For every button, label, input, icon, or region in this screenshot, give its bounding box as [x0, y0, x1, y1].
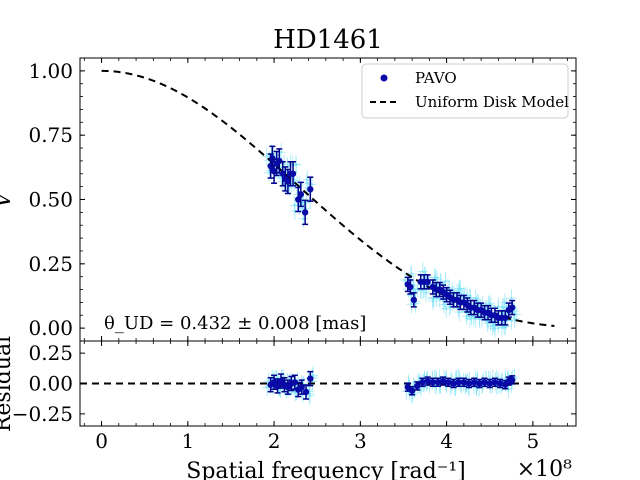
legend-pavo-label: PAVO: [415, 69, 457, 87]
main-raw-point: [500, 326, 504, 329]
residual-point: [460, 379, 468, 386]
pavo-point: [276, 157, 283, 165]
main-raw-point: [279, 150, 283, 154]
axes: 0 1 2 3 4 50.000.250.500.751.00−0.250.000.25: [12, 57, 577, 453]
residual-point: [450, 380, 457, 387]
main-y-tick-label: 0.00: [28, 316, 73, 340]
main-raw-point: [305, 178, 309, 181]
residual-point: [465, 380, 473, 387]
main-raw-point: [493, 327, 497, 330]
main-raw-point: [442, 303, 446, 306]
main-raw-point: [513, 317, 516, 321]
residual-point: [307, 375, 314, 382]
pavo-point: [410, 296, 418, 304]
main-raw-point: [403, 278, 407, 282]
main-raw-point: [468, 317, 472, 320]
x-tick-label: 4: [440, 429, 453, 453]
x-tick-label: 5: [527, 429, 540, 453]
theta-annotation: θ_UD = 0.432 ± 0.008 [mas]: [104, 313, 366, 334]
pavo-point: [307, 186, 314, 193]
residual-point: [439, 377, 447, 385]
pavo-point: [301, 209, 309, 216]
residual-point: [455, 379, 462, 386]
pavo-point: [270, 168, 278, 175]
pavo-point: [295, 196, 302, 203]
residual-y-tick-label: −0.25: [12, 402, 73, 426]
residual-raw-point: [265, 386, 269, 389]
residual-y-tick-label: 0.00: [28, 372, 73, 396]
main-raw-point: [302, 217, 305, 221]
residual-point: [434, 379, 442, 386]
residual-point: [429, 379, 437, 386]
main-y-axis-label: V: [0, 190, 16, 208]
main-raw-point: [458, 310, 461, 314]
main-raw-point: [294, 163, 298, 166]
legend-pavo-marker: [380, 74, 388, 82]
pavo-point: [297, 191, 305, 198]
main-raw-point: [433, 276, 436, 280]
pavo-point: [502, 314, 509, 322]
main-y-tick-label: 0.50: [28, 188, 73, 212]
main-raw-point: [265, 155, 269, 158]
pavo-point: [508, 304, 516, 311]
residual-point: [291, 379, 298, 386]
pavo-data-points: [267, 145, 516, 326]
chart-title: HD1461: [273, 25, 383, 55]
residual-point: [496, 380, 504, 387]
residual-point: [424, 377, 431, 385]
legend-box: [361, 63, 569, 119]
main-raw-point: [503, 301, 507, 304]
main-y-tick-label: 0.75: [28, 123, 73, 147]
residual-point: [491, 379, 499, 386]
residual-point: [508, 376, 516, 384]
main-raw-point: [421, 270, 425, 273]
main-raw-point: [491, 324, 494, 328]
residual-point: [419, 379, 426, 386]
residual-point: [476, 380, 483, 387]
residual-point: [486, 380, 493, 387]
residual-point: [408, 387, 416, 394]
pavo-point: [424, 278, 431, 286]
main-raw-point: [514, 313, 518, 316]
residual-point: [445, 379, 452, 386]
main-raw-point: [444, 307, 448, 310]
pavo-point: [407, 283, 414, 291]
x-tick-label: 2: [268, 429, 281, 453]
pavo-point: [289, 170, 297, 177]
main-raw-point: [444, 279, 447, 283]
main-raw-point: [510, 296, 513, 300]
main-raw-point: [459, 287, 462, 291]
main-raw-point: [410, 272, 413, 276]
main-raw-point: [470, 315, 473, 318]
main-raw-point: [267, 171, 271, 175]
x-axis-label: Spatial frequency [rad⁻¹]: [186, 459, 465, 480]
main-raw-point: [432, 296, 436, 300]
x-tick-label: 1: [181, 429, 194, 453]
residual-raw-point: [308, 394, 312, 398]
x-tick-label: 3: [354, 429, 367, 453]
residual-point: [414, 382, 421, 390]
main-y-tick-label: 1.00: [28, 59, 73, 83]
residual-point: [404, 383, 411, 391]
x-tick-label: 0: [95, 429, 108, 453]
residual-data-points: [267, 370, 516, 400]
residual-point: [481, 379, 488, 386]
main-raw-point: [448, 305, 451, 309]
residual-y-tick-label: 0.25: [28, 341, 73, 365]
pavo-point: [279, 170, 286, 177]
x-axis-scale-label: ×10⁸: [517, 457, 572, 480]
main-raw-point: [310, 182, 314, 186]
pavo-point: [284, 178, 292, 185]
legend: PAVO Uniform Disk Model: [361, 63, 569, 119]
residual-point: [471, 379, 478, 386]
legend-model-label: Uniform Disk Model: [415, 93, 569, 111]
residual-point: [302, 388, 310, 396]
main-raw-point: [413, 289, 417, 293]
main-y-tick-label: 0.25: [28, 252, 73, 276]
main-raw-point: [510, 319, 513, 322]
main-raw-point: [410, 302, 413, 306]
residual-y-axis-label: Residual: [0, 336, 16, 432]
